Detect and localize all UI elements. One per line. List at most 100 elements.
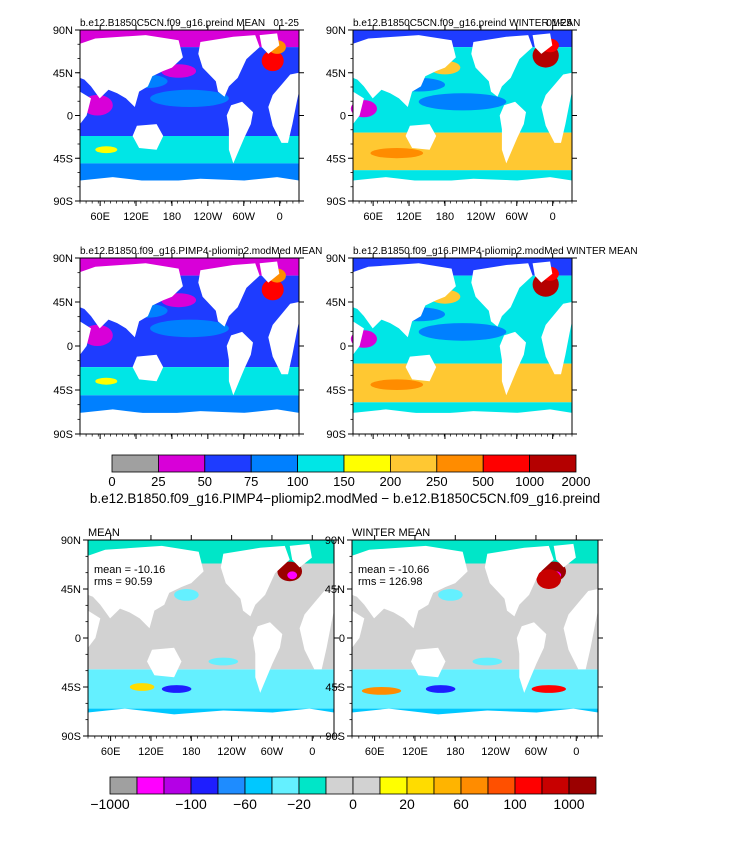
land-mask: [353, 91, 364, 125]
y-tick-label: 90S: [61, 731, 81, 743]
y-tick-label: 90S: [325, 731, 345, 743]
land-mask: [353, 177, 572, 201]
x-tick-label: 60E: [365, 746, 385, 758]
colorbar-swatch: [297, 454, 345, 473]
colorbar-label: 20: [399, 796, 415, 812]
panel-stat: rms = 126.98: [358, 576, 423, 588]
y-tick-label: 90N: [326, 253, 346, 265]
colorbar-swatch: [529, 454, 577, 473]
y-tick-label: 90S: [53, 429, 73, 441]
field-patch: [161, 685, 192, 693]
land-mask: [88, 610, 101, 648]
y-tick-label: 45S: [326, 153, 346, 165]
land-mask: [352, 708, 598, 736]
colorbar-swatch: [109, 776, 138, 795]
field-band: [353, 170, 572, 181]
colorbar-label: 150: [333, 474, 355, 489]
panel-stat: mean = -10.66: [358, 564, 429, 576]
colorbar-swatch: [244, 776, 273, 795]
y-tick-label: 90S: [326, 196, 346, 208]
difference-title: b.e12.B1850.f09_g16.PIMP4−pliomip2.modMe…: [90, 491, 600, 506]
y-tick-label: 45S: [53, 385, 73, 397]
field-patch: [536, 569, 562, 589]
colorbar-swatch: [389, 454, 438, 473]
land-mask: [252, 622, 283, 693]
colorbar-swatch: [343, 454, 391, 473]
y-tick-label: 45S: [326, 385, 346, 397]
panel-title: WINTER MEAN: [352, 527, 430, 539]
land-mask: [147, 647, 182, 678]
panel-title: b.e12.B1850C5CN.f09_g16.preind MEAN: [80, 18, 265, 29]
land-mask: [289, 543, 312, 568]
field-patch: [174, 589, 199, 601]
panel-title: b.e12.B1850.f09_g16.PIMP4-pliomip2.modMe…: [80, 246, 322, 257]
land-mask: [80, 177, 299, 201]
x-tick-label: 0: [573, 746, 579, 758]
panel-title: b.e12.B1850.f09_g16.PIMP4-pliomip2.modMe…: [353, 246, 638, 257]
land-mask: [516, 622, 547, 693]
colorbar-swatch: [111, 454, 159, 473]
y-tick-label: 90N: [326, 25, 346, 37]
land-mask: [198, 263, 260, 327]
colorbar-swatch: [379, 776, 408, 795]
y-tick-label: 0: [340, 341, 346, 353]
panel-corner-label: 01-25: [546, 18, 572, 29]
colorbar-label: −20: [287, 796, 311, 812]
field-patch: [95, 377, 118, 385]
colorbar-swatch: [541, 776, 570, 795]
colorbar-swatch: [352, 776, 381, 795]
y-tick-label: 45N: [325, 584, 345, 596]
colorbar-swatch: [514, 776, 543, 795]
land-mask: [353, 321, 364, 355]
land-mask: [80, 91, 91, 125]
colorbar-diff: −1000 −100 −60 −20 0 20 60 100 1000: [90, 776, 597, 812]
map-panel-mid-right: b.e12.B1850.f09_g16.PIMP4-pliomip2.modMe…: [326, 246, 638, 441]
x-tick-label: 60W: [261, 746, 284, 758]
land-mask: [88, 545, 204, 629]
field-band: [80, 163, 299, 181]
land-mask: [352, 610, 365, 648]
x-tick-label: 60E: [101, 746, 121, 758]
panel-corner-label: 01-25: [273, 18, 299, 29]
colorbar-swatch: [217, 776, 246, 795]
field-patch: [361, 687, 402, 695]
y-tick-label: 45N: [61, 584, 81, 596]
colorbar-label: 100: [503, 796, 527, 812]
colorbar-label: 250: [426, 474, 448, 489]
field-patch: [425, 685, 456, 693]
field-band: [80, 395, 299, 413]
colorbar-label: 0: [349, 796, 357, 812]
land-mask: [353, 263, 456, 338]
land-mask: [405, 124, 437, 150]
colorbar-swatch: [136, 776, 165, 795]
x-tick-label: 180: [163, 211, 181, 223]
colorbar-label: 2000: [562, 474, 591, 489]
field-patch: [531, 685, 566, 693]
land-mask: [553, 543, 576, 568]
field-patch: [150, 319, 229, 338]
land-mask: [563, 589, 598, 670]
x-tick-label: 120W: [466, 211, 495, 223]
x-tick-label: 120E: [396, 211, 422, 223]
colorbar-swatch: [250, 454, 298, 473]
land-mask: [353, 35, 456, 107]
land-mask: [532, 33, 553, 54]
colorbar-label: 100: [287, 474, 309, 489]
colorbar-label: 60: [453, 796, 469, 812]
field-band: [88, 669, 334, 709]
field-patch: [438, 589, 463, 601]
x-tick-label: 120E: [123, 211, 149, 223]
y-tick-label: 90N: [53, 25, 73, 37]
land-mask: [499, 101, 526, 164]
colorbar-label: 75: [244, 474, 258, 489]
y-tick-label: 0: [67, 111, 73, 123]
field-patch: [208, 657, 239, 666]
colorbar-label: 25: [151, 474, 165, 489]
land-mask: [88, 708, 334, 736]
land-mask: [226, 101, 253, 164]
land-mask: [80, 35, 183, 107]
colorbar-label: 500: [472, 474, 494, 489]
y-tick-label: 0: [75, 633, 81, 645]
colorbar-label: 200: [380, 474, 402, 489]
